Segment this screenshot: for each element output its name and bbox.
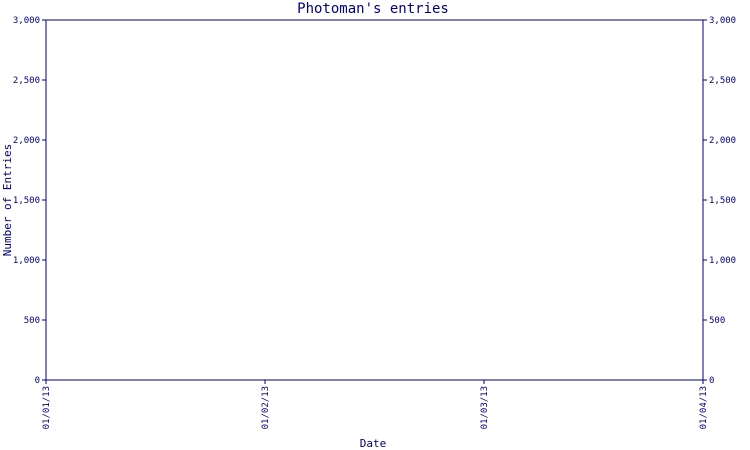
y-tick-label-right: 0 <box>709 376 714 386</box>
x-tick-label: 01/03/13 <box>480 386 490 429</box>
y-tick-label-left: 2,000 <box>13 136 40 146</box>
y-tick-label-left: 0 <box>35 376 40 386</box>
x-tick-label: 01/01/13 <box>42 386 52 429</box>
y-tick-label-right: 3,000 <box>709 16 736 26</box>
x-tick-label: 01/02/13 <box>261 386 271 429</box>
y-tick-label-left: 500 <box>24 316 40 326</box>
plot-frame <box>45 19 704 381</box>
chart-title: Photoman's entries <box>297 1 449 17</box>
y-tick-label-right: 2,500 <box>709 76 736 86</box>
y-tick-label-right: 500 <box>709 316 725 326</box>
y-tick-label-right: 1,000 <box>709 256 736 266</box>
y-tick-label-right: 2,000 <box>709 136 736 146</box>
x-tick-label: 01/04/13 <box>699 386 709 429</box>
y-tick-label-right: 1,500 <box>709 196 736 206</box>
axes-layer: 0 0 500 500 1,000 1,000 1,500 1,500 2,000 2,000 2,… <box>13 16 736 429</box>
y-axis-label: Number of Entries <box>1 144 14 257</box>
y-tick-label-left: 1,500 <box>13 196 40 206</box>
y-tick-label-left: 2,500 <box>13 76 40 86</box>
y-tick-label-left: 1,000 <box>13 256 40 266</box>
y-tick-label-left: 3,000 <box>13 16 40 26</box>
x-axis-label: Date <box>360 437 387 450</box>
